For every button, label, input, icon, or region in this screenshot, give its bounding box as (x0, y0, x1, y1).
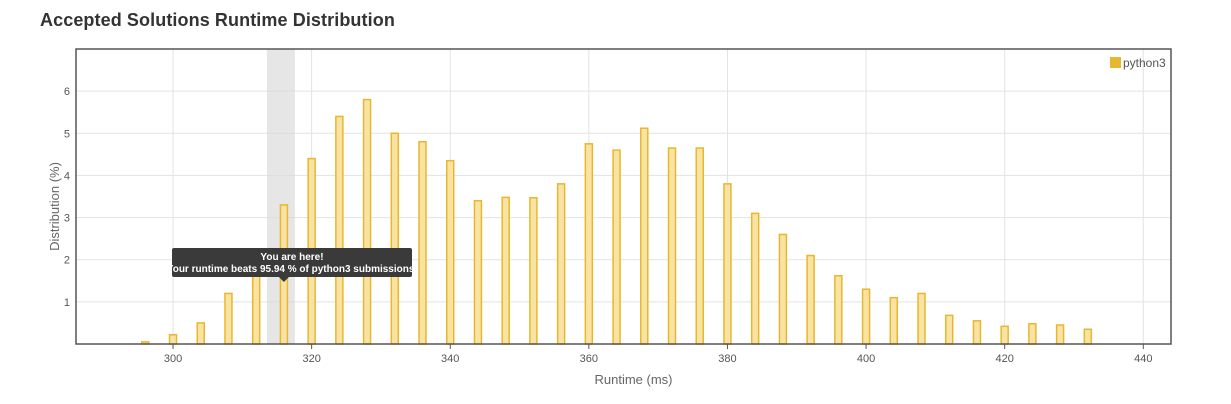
bar (362, 98, 372, 345)
bar (889, 296, 899, 345)
bar (529, 197, 538, 345)
x-tick-label: 340 (441, 353, 459, 365)
bar (612, 149, 621, 345)
tooltip-box (172, 248, 412, 277)
bar (473, 199, 483, 345)
bar (806, 254, 815, 345)
bar (1000, 325, 1009, 345)
bar (196, 322, 205, 345)
bar (390, 132, 400, 345)
axes (75, 48, 1172, 345)
bar (944, 314, 954, 345)
bar (778, 233, 788, 345)
bar (335, 115, 344, 345)
tooltip-arrow (278, 277, 289, 282)
bar (861, 288, 871, 345)
y-tick-label: 4 (64, 170, 70, 182)
x-tick-label: 320 (302, 353, 320, 365)
bar (750, 212, 760, 345)
x-tick-label: 420 (995, 353, 1013, 365)
bar (1055, 324, 1065, 345)
bar (1083, 328, 1093, 345)
grid (76, 49, 1171, 344)
y-tick-label: 6 (64, 86, 70, 98)
plot-frame (75, 48, 1172, 345)
bar (584, 143, 594, 345)
bar (556, 183, 566, 345)
x-tick-label: 300 (164, 353, 182, 365)
bar (917, 292, 926, 345)
legend[interactable]: python3 (1110, 56, 1166, 70)
bar (667, 147, 677, 345)
x-tick-label: 400 (857, 353, 875, 365)
bar (1028, 323, 1037, 345)
tooltip: You are here! Your runtime beats 95.94 %… (167, 248, 418, 282)
bar (695, 147, 704, 345)
bar (418, 140, 427, 345)
legend-label[interactable]: python3 (1123, 56, 1166, 70)
bar (834, 274, 843, 345)
bar (224, 292, 233, 345)
bar (445, 159, 455, 345)
bar (168, 333, 178, 345)
x-tick-label: 380 (718, 353, 736, 365)
page-title: Accepted Solutions Runtime Distribution (40, 10, 395, 30)
x-axis-title: Runtime (ms) (594, 372, 672, 387)
y-tick-label: 1 (64, 297, 70, 309)
y-tick-label: 3 (64, 213, 70, 225)
x-tick-label: 440 (1134, 353, 1152, 365)
bar (972, 320, 982, 345)
y-tick-label: 2 (64, 255, 70, 267)
bar (723, 183, 732, 345)
x-tick-label: 360 (580, 353, 598, 365)
legend-swatch[interactable] (1110, 57, 1121, 68)
y-axis-title: Distribution (%) (47, 162, 62, 251)
tooltip-line1: You are here! (260, 252, 323, 263)
tooltip-line2: Your runtime beats 95.94 % of python3 su… (167, 264, 418, 275)
bar (501, 196, 510, 345)
y-tick-label: 5 (64, 128, 70, 140)
tick-labels: 300 320 340 360 380 400 420 440 1 2 3 4 5 6 (64, 86, 1153, 365)
bar (640, 127, 649, 345)
